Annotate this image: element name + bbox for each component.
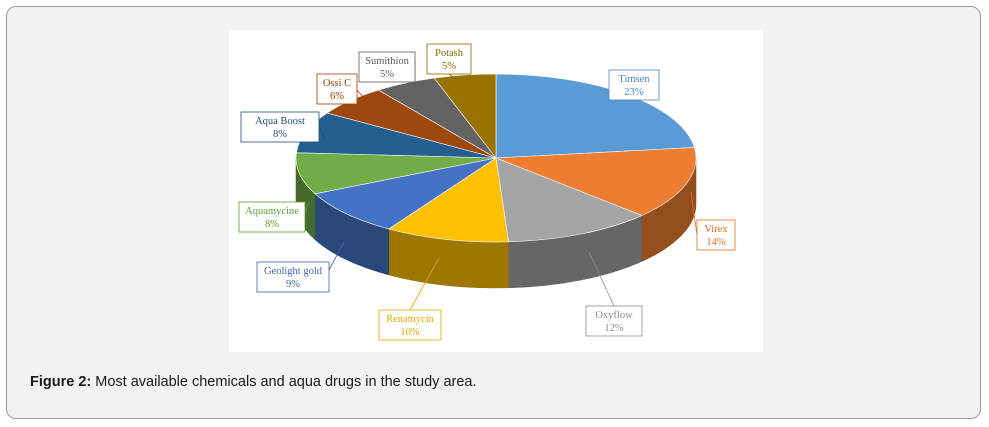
pie-slice-virex bbox=[495, 147, 697, 216]
callout-leader-line bbox=[356, 89, 370, 105]
callout-box bbox=[238, 201, 306, 233]
callout-category-label: Aquamycine bbox=[245, 206, 299, 217]
callout-leader-line bbox=[448, 73, 458, 81]
callout-category-label: Ossi C bbox=[323, 78, 351, 89]
callout-aquamycine: Aquamycine 8% bbox=[238, 201, 310, 233]
callout-percent-label: 8% bbox=[265, 219, 279, 230]
callout-percent-label: 10% bbox=[400, 327, 420, 338]
callout-timsen: Timsen 23% bbox=[608, 69, 660, 101]
figure-caption: Figure 2: Most available chemicals and a… bbox=[30, 374, 477, 390]
callout-leader-line bbox=[318, 125, 326, 141]
pie-chart-panel: Timsen 23% Virex 14% Oxyflow 12% Renamycin 10% G… bbox=[229, 30, 763, 352]
pie-slice-renamycin bbox=[388, 157, 509, 243]
pie-slice-timsen bbox=[495, 73, 695, 159]
callout-category-label: Aqua Boost bbox=[255, 116, 305, 127]
callout-category-label: Oxyflow bbox=[595, 310, 633, 321]
caption-label: Figure 2: bbox=[30, 374, 92, 390]
callout-box bbox=[316, 73, 358, 105]
caption-text: Most available chemicals and aqua drugs … bbox=[95, 374, 477, 390]
callout-aqua-boost: Aqua Boost 8% bbox=[240, 111, 326, 143]
pie-chart: Timsen 23% Virex 14% Oxyflow 12% Renamycin 10% G… bbox=[238, 43, 736, 341]
callout-box bbox=[696, 219, 736, 251]
callout-percent-label: 6% bbox=[330, 91, 344, 102]
callout-box bbox=[426, 43, 472, 75]
callout-box bbox=[378, 309, 442, 341]
callout-category-label: Timsen bbox=[618, 74, 650, 85]
callout-category-label: Renamycin bbox=[386, 314, 435, 325]
callout-percent-label: 14% bbox=[706, 237, 726, 248]
callout-leader-line bbox=[328, 241, 345, 271]
callout-sumithion: Sumithion 5% bbox=[358, 51, 416, 90]
callout-box bbox=[608, 69, 660, 101]
pie-slice-potash bbox=[433, 73, 497, 159]
pie-slice-geolight-gold bbox=[314, 157, 497, 230]
callout-percent-label: 12% bbox=[604, 323, 624, 334]
callout-geolight-gold: Geolight gold 9% bbox=[256, 241, 345, 293]
callout-percent-label: 9% bbox=[286, 279, 300, 290]
callout-category-label: Virex bbox=[704, 224, 728, 235]
callout-percent-label: 5% bbox=[380, 69, 394, 80]
callout-category-label: Potash bbox=[435, 48, 464, 59]
callout-leader-line bbox=[588, 251, 615, 307]
callout-oxyflow: Oxyflow 12% bbox=[585, 251, 643, 337]
callout-ossi-c: Ossi C 6% bbox=[316, 73, 370, 105]
callout-leader-line bbox=[690, 191, 698, 236]
callout-virex: Virex 14% bbox=[690, 191, 736, 251]
callout-box bbox=[240, 111, 320, 143]
callout-renamycin: Renamycin 10% bbox=[378, 257, 442, 341]
callout-box bbox=[585, 305, 643, 337]
callout-percent-label: 23% bbox=[624, 87, 644, 98]
callout-category-label: Geolight gold bbox=[264, 266, 323, 277]
pie-slice-aquamycine bbox=[295, 152, 497, 195]
callout-potash: Potash 5% bbox=[426, 43, 472, 81]
callout-percent-label: 5% bbox=[442, 61, 456, 72]
callout-box bbox=[358, 51, 416, 83]
callout-leader-line bbox=[304, 201, 310, 213]
callout-leader-line bbox=[409, 257, 440, 311]
pie-slice-oxyflow bbox=[495, 157, 643, 243]
callout-percent-label: 8% bbox=[273, 129, 287, 140]
callout-box bbox=[256, 261, 330, 293]
callout-category-label: Sumithion bbox=[365, 56, 410, 67]
